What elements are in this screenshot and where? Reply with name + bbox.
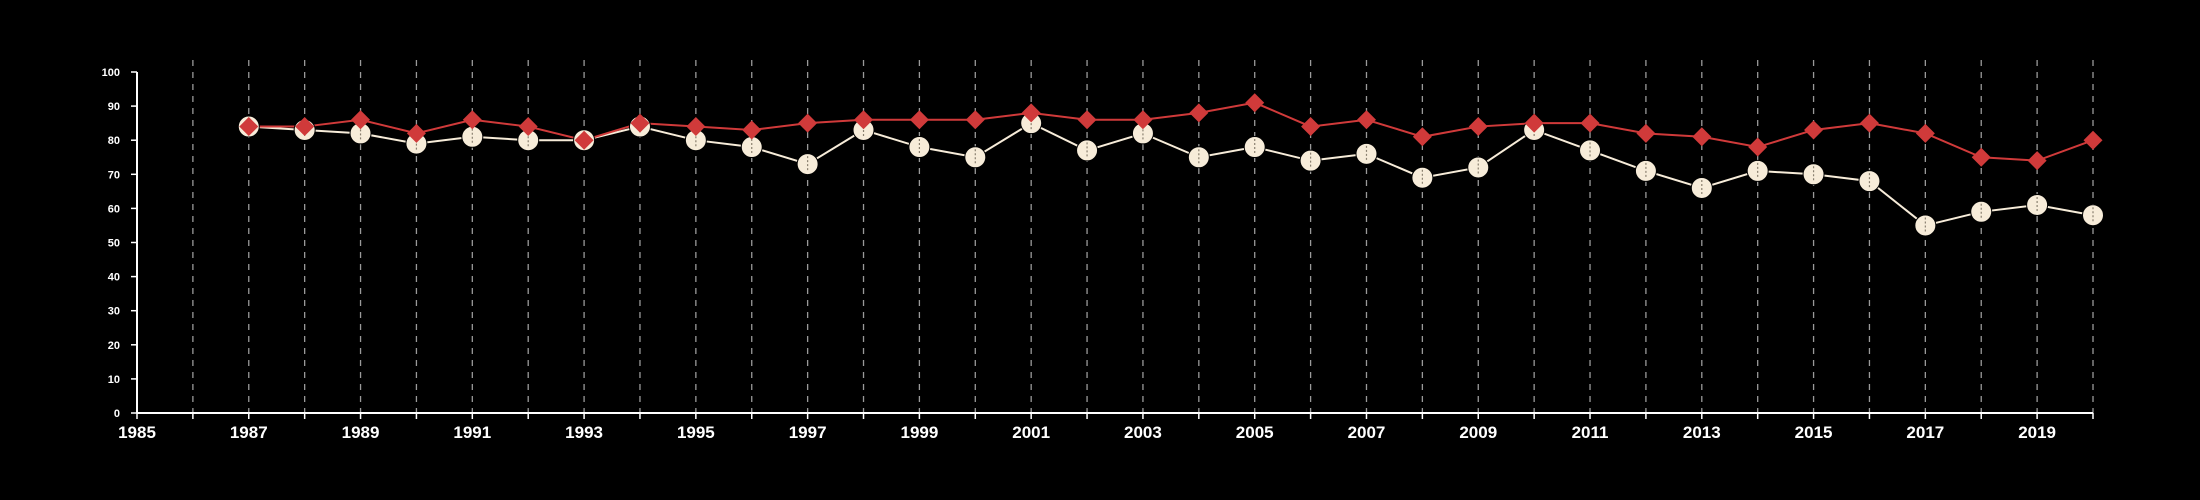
data-point-diamond [1748, 137, 1768, 157]
data-point-diamond [1468, 117, 1488, 137]
data-point-diamond [1524, 113, 1544, 133]
data-point-diamond [854, 110, 874, 130]
y-tick-label: 50 [108, 238, 120, 250]
x-tick-label: 2005 [1236, 423, 1274, 442]
x-tick-label: 2003 [1124, 423, 1162, 442]
x-tick-label: 2019 [2018, 423, 2056, 442]
data-point-diamond [406, 123, 426, 143]
data-point-diamond [239, 117, 259, 137]
data-point-diamond [1971, 147, 1991, 167]
data-point-diamond [1021, 103, 1041, 123]
x-tick-label: 2011 [1572, 423, 1609, 442]
data-point-diamond [1356, 110, 1376, 130]
data-point-diamond [742, 120, 762, 140]
x-tick-label: 1991 [453, 423, 491, 442]
y-tick-label: 90 [108, 101, 120, 113]
data-point-diamond [1133, 110, 1153, 130]
x-tick-label: 2001 [1012, 423, 1050, 442]
data-point-diamond [2083, 130, 2103, 150]
data-point-diamond [965, 110, 985, 130]
data-point-diamond [909, 110, 929, 130]
data-point-diamond [1077, 110, 1097, 130]
series-line-circle [248, 122, 2094, 227]
x-tick-label: 2007 [1348, 423, 1386, 442]
data-point-diamond [518, 117, 538, 137]
data-point-diamond [798, 113, 818, 133]
x-tick-label: 2009 [1459, 423, 1497, 442]
data-point-diamond [630, 113, 650, 133]
data-point-diamond [295, 117, 315, 137]
y-tick-label: 30 [108, 306, 120, 318]
x-tick-label: 1987 [230, 423, 268, 442]
series-lines [248, 101, 2094, 227]
x-tick-label: 1993 [565, 423, 603, 442]
x-tick-label: 1995 [677, 423, 715, 442]
data-point-diamond [462, 110, 482, 130]
data-point-diamond [574, 130, 594, 150]
x-tick-label: 1985 [118, 423, 156, 442]
data-point-diamond [1301, 117, 1321, 137]
x-tick-label: 1997 [789, 423, 827, 442]
y-tick-label: 60 [108, 203, 120, 215]
y-tick-label: 20 [108, 340, 120, 352]
data-point-diamond [1412, 127, 1432, 147]
data-point-diamond [1580, 113, 1600, 133]
data-point-diamond [2027, 151, 2047, 171]
x-tick-label: 1989 [342, 423, 380, 442]
axes: 1985 1987 1989 1991 1993 1995 1997 1999 2001 2003… [102, 67, 2094, 442]
data-point-diamond [1804, 120, 1824, 140]
data-point-diamond [351, 110, 371, 130]
data-point-diamond [1636, 123, 1656, 143]
x-tick-label: 2015 [1795, 423, 1833, 442]
y-tick-label: 40 [108, 272, 120, 284]
data-point-diamond [1189, 103, 1209, 123]
x-tick-label: 1999 [900, 423, 938, 442]
y-tick-label: 80 [108, 135, 120, 147]
data-point-diamond [1859, 113, 1879, 133]
y-tick-label: 10 [108, 374, 120, 386]
data-point-diamond [1692, 127, 1712, 147]
y-tick-label: 0 [114, 408, 120, 420]
series-markers [237, 93, 2104, 237]
data-point-diamond [1915, 123, 1935, 143]
y-tick-label: 70 [108, 169, 120, 181]
series-line-diamond [248, 101, 2094, 162]
data-point-diamond [686, 117, 706, 137]
x-tick-label: 2017 [1906, 423, 1944, 442]
x-tick-label: 2013 [1683, 423, 1721, 442]
y-tick-label: 100 [102, 67, 120, 79]
data-point-diamond [1245, 93, 1265, 113]
